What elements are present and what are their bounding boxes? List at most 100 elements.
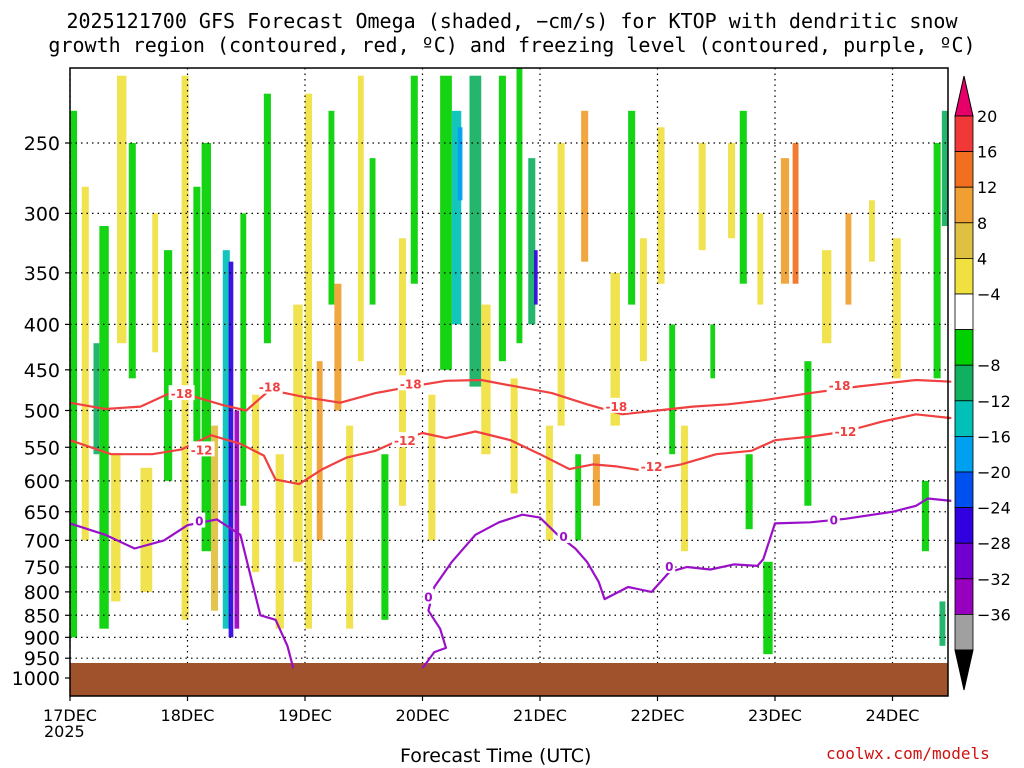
- omega-cell: [181, 75, 189, 620]
- x-tick-label: 20DEC: [396, 706, 450, 725]
- colorbar-label: 20: [977, 107, 997, 126]
- freezing-contours-layer: 0 0 0 0 0: [69, 497, 952, 669]
- contour-label-bg: [832, 422, 859, 438]
- colorbar-bin: [954, 435, 974, 473]
- omega-cell: [381, 454, 389, 620]
- contour-label-bg: [827, 511, 840, 527]
- dgz-contour-label: -12: [641, 460, 663, 474]
- freezing-contour-label: 0: [559, 530, 567, 544]
- omega-cell: [728, 143, 736, 239]
- omega-cell: [757, 213, 764, 305]
- x-tick-label: 18DEC: [161, 706, 215, 725]
- x-tick-label: 19DEC: [278, 706, 332, 725]
- omega-cell: [111, 454, 121, 602]
- colorbar-bin: [954, 542, 974, 580]
- omega-cell: [117, 75, 127, 344]
- omega-cell: [845, 213, 852, 305]
- omega-cell: [193, 186, 201, 455]
- omega-cell: [763, 561, 773, 655]
- y-tick-label: 550: [24, 437, 60, 459]
- omega-cell: [293, 304, 303, 562]
- omega-cell: [369, 158, 376, 305]
- omega-cell: [481, 304, 491, 455]
- omega-cell: [328, 110, 335, 305]
- colorbar-bin: [954, 115, 974, 152]
- omega-cell: [128, 143, 136, 379]
- omega-cell: [698, 143, 706, 251]
- omega-cell: [275, 454, 284, 629]
- y-tick-label: 700: [24, 530, 60, 552]
- freezing-contour-line: [421, 497, 952, 669]
- dgz-contour-label: -18: [400, 377, 422, 391]
- omega-cell: [575, 454, 582, 541]
- x-axis-layer: 17DEC 18DEC 19DEC 20DEC 21DEC 22DEC 23DEC 24DEC: [43, 696, 919, 725]
- y-tick-label: 750: [24, 557, 60, 579]
- y-tick-label: 900: [24, 627, 60, 649]
- colorbar-bin: [954, 507, 974, 544]
- omega-cell: [140, 467, 153, 592]
- omega-cell: [869, 200, 875, 262]
- omega-cell: [428, 394, 436, 541]
- omega-cell: [252, 394, 260, 573]
- freezing-contour-label: 0: [665, 560, 673, 574]
- omega-cell: [557, 143, 565, 426]
- omega-cell: [745, 454, 753, 530]
- omega-cell: [534, 250, 538, 305]
- x-tick-label: 24DEC: [866, 706, 920, 725]
- colorbar-bin: [954, 364, 974, 402]
- contour-label-bg: [397, 375, 424, 391]
- omega-cell: [70, 110, 78, 638]
- colorbar-bin: [954, 257, 974, 295]
- colorbar-label: −20: [977, 463, 1011, 482]
- colorbar-label: 12: [977, 178, 997, 197]
- contour-label-bg: [168, 385, 195, 401]
- omega-cell: [516, 68, 523, 344]
- y-tick-label: 300: [24, 203, 60, 225]
- omega-cell: [657, 127, 665, 284]
- colorbar-bin: [954, 186, 974, 224]
- colorbar-bin: [954, 293, 974, 330]
- colorbar-label: −32: [977, 570, 1011, 589]
- omega-cell: [240, 213, 247, 506]
- y-tick-label: 650: [24, 502, 60, 524]
- colorbar-label: 16: [977, 143, 997, 162]
- x-tick-label: 21DEC: [513, 706, 567, 725]
- y-tick-label: 250: [24, 133, 60, 155]
- chart-title-line2: growth region (contoured, red, ºC) and f…: [48, 33, 976, 57]
- colorbar-label: −24: [977, 499, 1011, 518]
- dgz-contour-label: -12: [191, 443, 213, 457]
- colorbar-bin: [954, 151, 974, 188]
- x-tick-label: 23DEC: [748, 706, 802, 725]
- y-tick-label: 400: [24, 314, 60, 336]
- colorbar-bin: [954, 578, 974, 615]
- omega-cell: [628, 110, 636, 305]
- x-tick-label: 17DEC: [43, 706, 97, 725]
- colorbar-label: −4: [977, 285, 1001, 304]
- y-tick-label: 450: [24, 360, 60, 382]
- omega-cell: [921, 480, 929, 552]
- omega-cell: [99, 226, 109, 629]
- colorbar-bin: [954, 614, 974, 651]
- omega-cell: [263, 93, 271, 344]
- omega-cell: [498, 75, 506, 362]
- omega-cell: [822, 250, 832, 344]
- x-axis-title: Forecast Time (UTC): [400, 745, 592, 767]
- dgz-contour-minus12: [69, 413, 952, 486]
- omega-cell: [780, 158, 790, 284]
- omega-cell: [510, 378, 518, 494]
- freezing-contour-label: 0: [195, 515, 203, 529]
- colorbar-top-arrow: [954, 75, 974, 117]
- contour-label-bg: [826, 376, 853, 392]
- chart-title-line1: 2025121700 GFS Forecast Omega (shaded, −…: [66, 9, 958, 33]
- x-tick-label: 22DEC: [631, 706, 685, 725]
- omega-cell: [234, 410, 240, 629]
- omega-cell: [81, 186, 89, 541]
- omega-cell: [581, 110, 589, 262]
- omega-shading-layer: [70, 68, 948, 655]
- colorbar-label: 4: [977, 249, 987, 268]
- colorbar-label: −16: [977, 427, 1011, 446]
- omega-cell: [211, 425, 219, 611]
- omega-cell: [639, 238, 647, 362]
- y-tick-label: 500: [24, 401, 60, 423]
